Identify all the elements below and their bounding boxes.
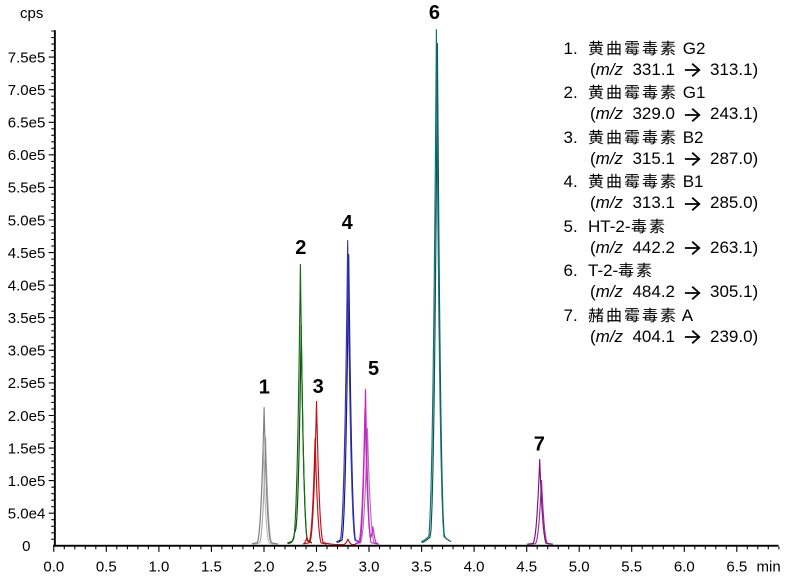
- svg-text:4.0e5: 4.0e5: [8, 278, 46, 295]
- svg-text:3: 3: [313, 376, 324, 398]
- svg-text:3.5e5: 3.5e5: [8, 310, 46, 327]
- svg-text:5: 5: [368, 358, 379, 380]
- svg-text:1: 1: [259, 377, 270, 399]
- svg-text:2.0e5: 2.0e5: [8, 408, 46, 425]
- svg-text:6: 6: [429, 2, 440, 24]
- svg-text:1.0: 1.0: [148, 558, 169, 575]
- svg-text:0: 0: [22, 538, 30, 555]
- svg-text:min: min: [757, 558, 781, 575]
- svg-text:5.5: 5.5: [621, 558, 642, 575]
- svg-text:5.5e5: 5.5e5: [8, 180, 46, 197]
- svg-text:3.5: 3.5: [411, 558, 432, 575]
- svg-text:6.5: 6.5: [726, 558, 747, 575]
- svg-text:1.5e5: 1.5e5: [8, 440, 46, 457]
- svg-text:6.0e5: 6.0e5: [8, 147, 46, 164]
- svg-text:3.0e5: 3.0e5: [8, 343, 46, 360]
- svg-text:6.0: 6.0: [674, 558, 695, 575]
- svg-text:0.5: 0.5: [96, 558, 117, 575]
- svg-text:4.5e5: 4.5e5: [8, 245, 46, 262]
- svg-text:2.5e5: 2.5e5: [8, 375, 46, 392]
- svg-text:2.5: 2.5: [306, 558, 327, 575]
- svg-text:6.5e5: 6.5e5: [8, 115, 46, 132]
- svg-text:5.0e5: 5.0e5: [8, 212, 46, 229]
- svg-text:2: 2: [295, 237, 306, 259]
- svg-text:7: 7: [534, 433, 545, 455]
- svg-text:4.5: 4.5: [516, 558, 537, 575]
- svg-text:4: 4: [342, 212, 354, 234]
- svg-text:cps: cps: [20, 5, 43, 22]
- svg-text:4.0: 4.0: [464, 558, 485, 575]
- svg-text:7.5e5: 7.5e5: [8, 49, 46, 66]
- svg-text:5.0e4: 5.0e4: [8, 506, 46, 523]
- svg-text:0.0: 0.0: [43, 558, 64, 575]
- svg-text:3.0: 3.0: [359, 558, 380, 575]
- svg-text:7.0e5: 7.0e5: [8, 82, 46, 99]
- svg-text:2.0: 2.0: [254, 558, 275, 575]
- svg-text:1.0e5: 1.0e5: [8, 473, 46, 490]
- svg-text:5.0: 5.0: [569, 558, 590, 575]
- svg-text:1.5: 1.5: [201, 558, 222, 575]
